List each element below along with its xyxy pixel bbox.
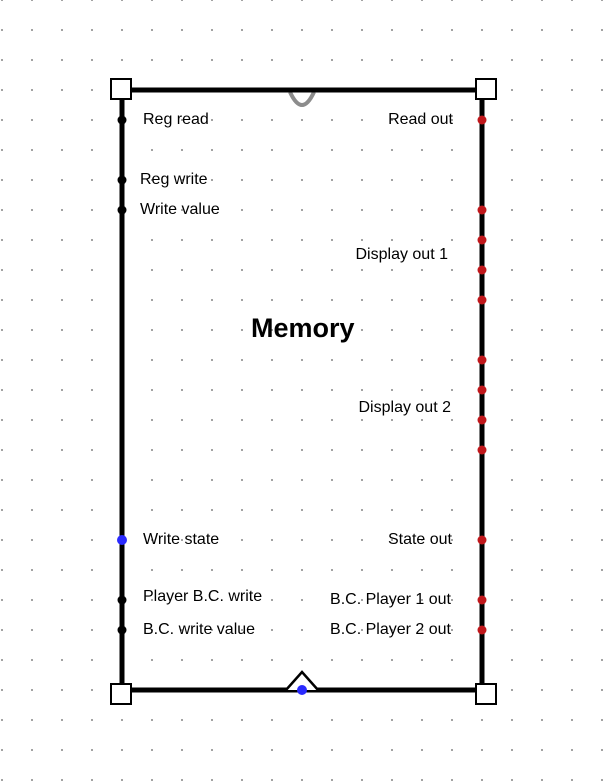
pin-bc-player-1-out[interactable] <box>477 595 487 605</box>
pin-display-out-2-bit-0[interactable] <box>477 355 487 365</box>
label-read-out: Read out <box>388 111 453 128</box>
pin-write-value[interactable] <box>117 205 127 215</box>
pin-write-state[interactable] <box>117 535 127 545</box>
label-display-out-2: Display out 2 <box>358 399 452 416</box>
label-reg-read: Reg read <box>143 111 209 128</box>
orientation-arc <box>288 91 316 107</box>
pin-display-out-2-bit-3[interactable] <box>477 445 487 455</box>
pin-state-out[interactable] <box>477 535 487 545</box>
pin-bc-write-value[interactable] <box>117 625 127 635</box>
pin-display-out-2-bit-2[interactable] <box>477 415 487 425</box>
corner-handle-bottom-left[interactable] <box>110 683 132 705</box>
pin-display-out-2-bit-1[interactable] <box>477 385 487 395</box>
pin-player-bc-write[interactable] <box>117 595 127 605</box>
pin-clock[interactable] <box>297 685 307 695</box>
label-state-out: State out <box>387 531 452 548</box>
component-title: Memory <box>251 313 355 343</box>
label-bc-player-2-out: B.C. Player 2 out <box>330 621 451 638</box>
clock-triangle <box>285 670 319 691</box>
pin-display-out-1-bit-1[interactable] <box>477 235 487 245</box>
label-bc-write-value: B.C. write value <box>143 621 256 638</box>
corner-handle-top-right[interactable] <box>475 78 497 100</box>
label-write-value: Write value <box>140 201 220 218</box>
pin-reg-write[interactable] <box>117 175 127 185</box>
corner-handle-top-left[interactable] <box>110 78 132 100</box>
pin-reg-read[interactable] <box>117 115 127 125</box>
corner-handle-bottom-right[interactable] <box>475 683 497 705</box>
label-player-bc-write: Player B.C. write <box>143 588 263 605</box>
label-write-state: Write state <box>143 531 220 548</box>
pin-bc-player-2-out[interactable] <box>477 625 487 635</box>
label-display-out-1: Display out 1 <box>355 246 449 263</box>
pin-display-out-1-bit-2[interactable] <box>477 265 487 275</box>
pin-display-out-1-bit-3[interactable] <box>477 295 487 305</box>
pin-read-out[interactable] <box>477 115 487 125</box>
pin-display-out-1-bit-0[interactable] <box>477 205 487 215</box>
label-reg-write: Reg write <box>140 171 208 188</box>
label-bc-player-1-out: B.C. Player 1 out <box>330 591 451 608</box>
